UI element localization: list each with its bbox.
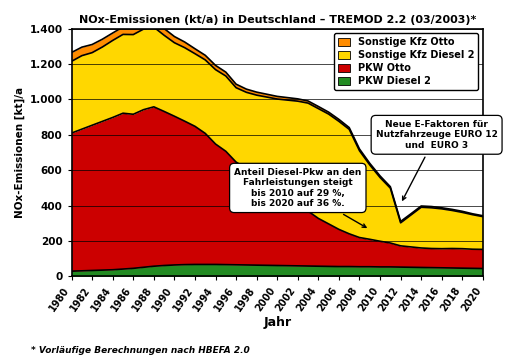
Text: Neue E-Faktoren für
Nutzfahrzeuge EURO 12
und  EURO 3: Neue E-Faktoren für Nutzfahrzeuge EURO 1… bbox=[376, 120, 498, 200]
Y-axis label: NOx-Emissionen [kt]/a: NOx-Emissionen [kt]/a bbox=[15, 87, 25, 218]
Text: Anteil Diesel-Pkw an den
Fahrleistungen steigt
bis 2010 auf 29 %,
bis 2020 auf 3: Anteil Diesel-Pkw an den Fahrleistungen … bbox=[234, 168, 366, 228]
X-axis label: Jahr: Jahr bbox=[263, 316, 291, 329]
Text: * Vorläufige Berechnungen nach HBEFA 2.0: * Vorläufige Berechnungen nach HBEFA 2.0 bbox=[31, 346, 250, 355]
Title: NOx-Emissionen (kt/a) in Deutschland – TREMOD 2.2 (03/2003)*: NOx-Emissionen (kt/a) in Deutschland – T… bbox=[79, 15, 476, 25]
Legend: Sonstige Kfz Otto, Sonstige Kfz Diesel 2, PKW Otto, PKW Diesel 2: Sonstige Kfz Otto, Sonstige Kfz Diesel 2… bbox=[334, 33, 478, 90]
